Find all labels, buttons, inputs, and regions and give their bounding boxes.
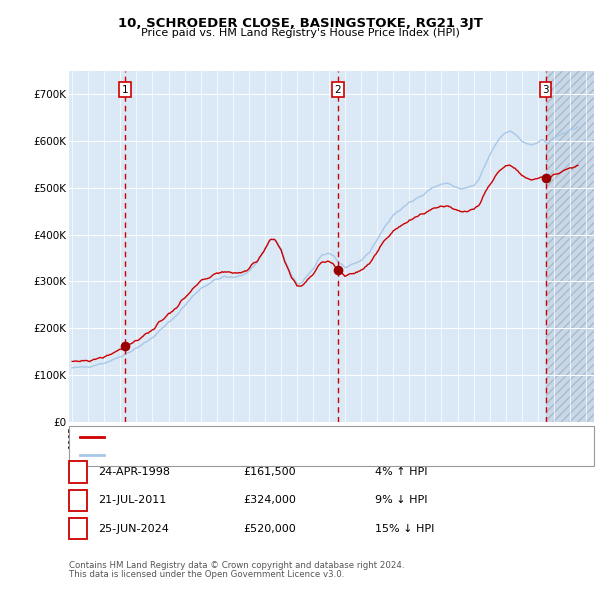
Text: 21-JUL-2011: 21-JUL-2011 (98, 496, 166, 505)
Bar (545, 71, 594, 422)
Text: £161,500: £161,500 (243, 467, 296, 477)
Text: 1: 1 (122, 84, 128, 94)
Text: £324,000: £324,000 (243, 496, 296, 505)
Text: 2: 2 (74, 496, 82, 505)
Text: 2: 2 (335, 84, 341, 94)
Text: £520,000: £520,000 (243, 524, 296, 533)
Text: 15% ↓ HPI: 15% ↓ HPI (375, 524, 434, 533)
Text: This data is licensed under the Open Government Licence v3.0.: This data is licensed under the Open Gov… (69, 570, 344, 579)
Text: 10, SCHROEDER CLOSE, BASINGSTOKE, RG21 3JT: 10, SCHROEDER CLOSE, BASINGSTOKE, RG21 3… (118, 17, 482, 30)
Text: 24-APR-1998: 24-APR-1998 (98, 467, 170, 477)
Text: Contains HM Land Registry data © Crown copyright and database right 2024.: Contains HM Land Registry data © Crown c… (69, 560, 404, 569)
Text: 3: 3 (74, 524, 82, 533)
Text: Price paid vs. HM Land Registry's House Price Index (HPI): Price paid vs. HM Land Registry's House … (140, 28, 460, 38)
Bar (545, 71, 594, 422)
Text: 25-JUN-2024: 25-JUN-2024 (98, 524, 169, 533)
Text: HPI: Average price, detached house, Basingstoke and Deane: HPI: Average price, detached house, Basi… (108, 450, 404, 460)
Text: 4% ↑ HPI: 4% ↑ HPI (375, 467, 427, 477)
Text: 3: 3 (542, 84, 549, 94)
Text: 10, SCHROEDER CLOSE, BASINGSTOKE, RG21 3JT (detached house): 10, SCHROEDER CLOSE, BASINGSTOKE, RG21 3… (108, 432, 439, 442)
Text: 9% ↓ HPI: 9% ↓ HPI (375, 496, 427, 505)
Text: 1: 1 (74, 467, 82, 477)
